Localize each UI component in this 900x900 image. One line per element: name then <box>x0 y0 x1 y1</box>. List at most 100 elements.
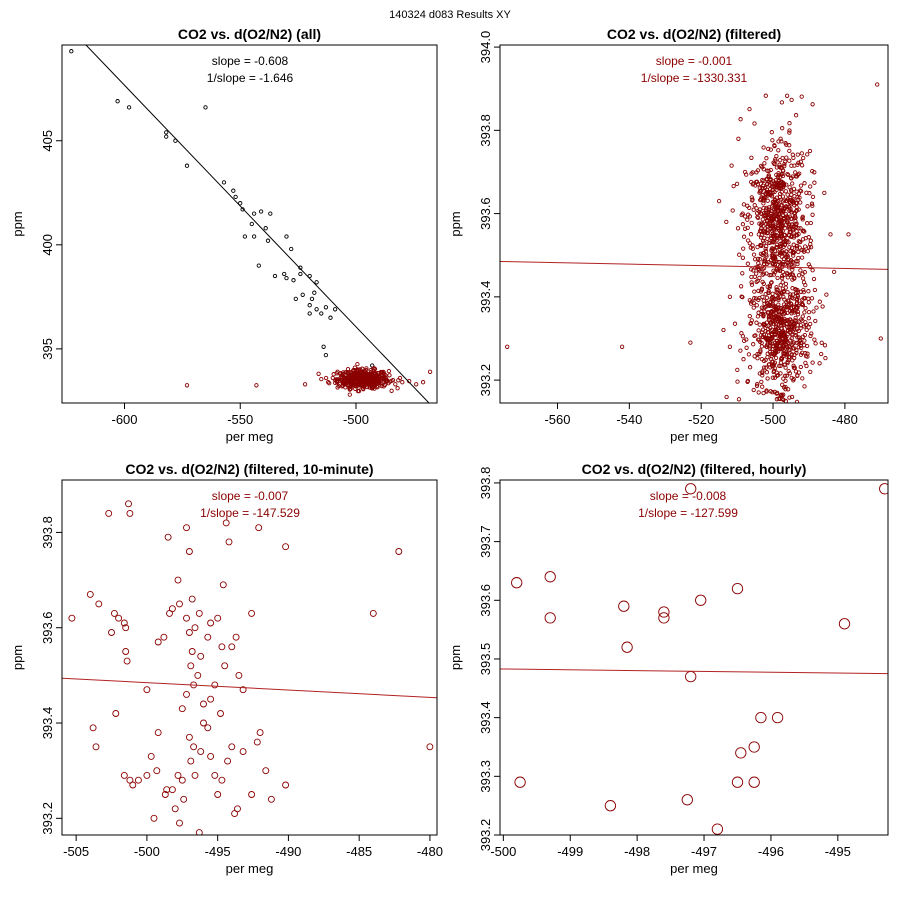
data-point <box>795 152 800 157</box>
data-point <box>778 363 783 369</box>
data-point <box>791 378 796 383</box>
data-point <box>797 195 802 200</box>
data-point <box>781 168 786 174</box>
data-point <box>197 652 205 660</box>
y-tick-label: 395 <box>40 338 55 360</box>
data-point <box>798 159 803 164</box>
data-point <box>813 318 818 324</box>
data-point <box>745 379 750 384</box>
data-point <box>760 272 765 277</box>
data-point <box>790 272 796 277</box>
data-point <box>134 776 142 784</box>
data-point <box>766 209 771 215</box>
data-point <box>846 232 851 237</box>
data-point <box>740 271 745 276</box>
y-tick-label: 393.7 <box>478 525 493 558</box>
data-point <box>747 214 753 219</box>
data-point <box>742 226 748 231</box>
data-point <box>798 239 803 245</box>
data-point <box>768 325 773 331</box>
data-point <box>768 314 774 319</box>
data-point <box>544 571 556 583</box>
data-point <box>154 638 162 646</box>
data-point <box>777 363 782 369</box>
data-point <box>787 224 792 230</box>
data-point <box>747 365 753 370</box>
data-point <box>115 614 123 622</box>
data-point <box>734 181 740 187</box>
data-point <box>760 369 765 374</box>
data-point <box>378 369 384 375</box>
data-point <box>790 346 796 351</box>
data-point <box>777 259 782 265</box>
data-point <box>755 382 760 387</box>
data-point <box>688 340 693 345</box>
data-point <box>761 365 767 370</box>
data-point <box>184 163 190 168</box>
data-point <box>781 216 786 221</box>
data-point <box>760 334 765 340</box>
data-point <box>752 203 757 208</box>
data-point <box>756 288 761 294</box>
data-point <box>754 303 759 308</box>
data-point <box>347 387 352 392</box>
data-point <box>751 268 756 273</box>
data-point <box>770 223 775 229</box>
data-point <box>793 333 799 338</box>
data-point <box>786 204 792 210</box>
data-point <box>764 323 769 328</box>
data-point <box>800 376 805 381</box>
data-point <box>808 184 813 189</box>
data-point <box>756 310 761 315</box>
data-point <box>768 177 773 182</box>
y-axis-label: ppm <box>448 645 463 670</box>
data-point <box>724 394 729 400</box>
data-point <box>681 794 693 806</box>
data-point <box>772 329 777 335</box>
data-point <box>751 305 756 310</box>
data-point <box>776 405 779 408</box>
data-point <box>801 289 806 295</box>
data-point <box>769 233 774 239</box>
data-point <box>758 163 764 169</box>
data-point <box>771 202 776 208</box>
data-point <box>191 624 199 632</box>
data-point <box>799 345 804 351</box>
data-point <box>794 399 800 403</box>
data-point <box>787 128 792 133</box>
data-point <box>211 771 219 779</box>
data-point <box>770 318 775 323</box>
data-point <box>751 387 756 393</box>
data-point <box>755 256 761 262</box>
data-layer <box>62 500 437 835</box>
data-point <box>761 332 766 337</box>
data-point <box>197 748 205 756</box>
data-point <box>822 190 827 196</box>
data-point <box>788 322 793 327</box>
data-point <box>745 203 750 208</box>
data-point <box>773 304 778 309</box>
data-point <box>348 381 354 386</box>
chart-title: CO2 vs. d(O2/N2) (filtered, 10-minute) <box>125 461 373 477</box>
data-point <box>806 316 811 321</box>
data-point <box>231 188 236 193</box>
data-point <box>772 143 777 149</box>
data-point <box>387 373 392 378</box>
data-point <box>787 371 792 376</box>
data-point <box>355 367 360 372</box>
data-point <box>773 158 778 163</box>
data-point <box>794 350 799 356</box>
data-point <box>768 257 774 263</box>
data-point <box>771 234 776 239</box>
data-point <box>791 326 797 331</box>
data-point <box>788 317 793 322</box>
data-point <box>768 226 773 232</box>
data-point <box>240 207 245 212</box>
data-point <box>760 373 765 378</box>
data-point <box>178 776 186 784</box>
data-point <box>372 384 377 389</box>
data-point <box>791 253 796 258</box>
data-point <box>778 185 783 190</box>
data-point <box>789 336 794 341</box>
data-point <box>228 643 236 651</box>
